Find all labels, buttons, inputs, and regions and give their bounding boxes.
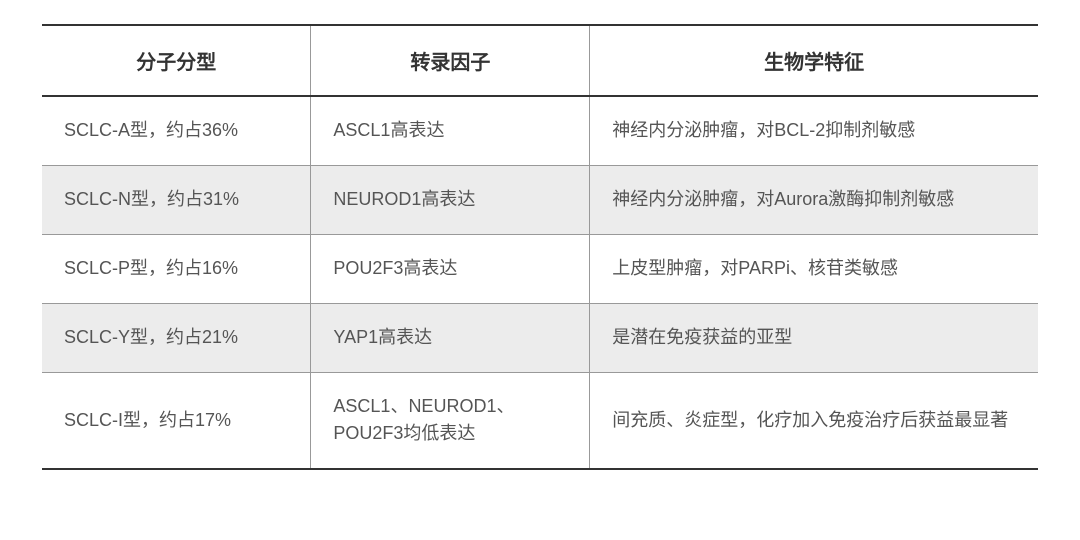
table-row: SCLC-I型，约占17% ASCL1、NEUROD1、POU2F3均低表达 间… bbox=[42, 372, 1038, 469]
table-row: SCLC-A型，约占36% ASCL1高表达 神经内分泌肿瘤，对BCL-2抑制剂… bbox=[42, 96, 1038, 165]
cell-factor: NEUROD1高表达 bbox=[311, 165, 590, 234]
cell-feature: 间充质、炎症型，化疗加入免疫治疗后获益最显著 bbox=[590, 372, 1038, 469]
cell-factor: YAP1高表达 bbox=[311, 303, 590, 372]
col-header-feature: 生物学特征 bbox=[590, 25, 1038, 96]
table-header-row: 分子分型 转录因子 生物学特征 bbox=[42, 25, 1038, 96]
cell-feature: 上皮型肿瘤，对PARPi、核苷类敏感 bbox=[590, 234, 1038, 303]
table-row: SCLC-Y型，约占21% YAP1高表达 是潜在免疫获益的亚型 bbox=[42, 303, 1038, 372]
cell-factor: POU2F3高表达 bbox=[311, 234, 590, 303]
cell-subtype: SCLC-N型，约占31% bbox=[42, 165, 311, 234]
table-row: SCLC-P型，约占16% POU2F3高表达 上皮型肿瘤，对PARPi、核苷类… bbox=[42, 234, 1038, 303]
cell-subtype: SCLC-I型，约占17% bbox=[42, 372, 311, 469]
col-header-subtype: 分子分型 bbox=[42, 25, 311, 96]
cell-factor: ASCL1高表达 bbox=[311, 96, 590, 165]
cell-feature: 神经内分泌肿瘤，对BCL-2抑制剂敏感 bbox=[590, 96, 1038, 165]
cell-subtype: SCLC-A型，约占36% bbox=[42, 96, 311, 165]
cell-subtype: SCLC-P型，约占16% bbox=[42, 234, 311, 303]
table-row: SCLC-N型，约占31% NEUROD1高表达 神经内分泌肿瘤，对Aurora… bbox=[42, 165, 1038, 234]
cell-factor: ASCL1、NEUROD1、POU2F3均低表达 bbox=[311, 372, 590, 469]
cell-feature: 神经内分泌肿瘤，对Aurora激酶抑制剂敏感 bbox=[590, 165, 1038, 234]
sclc-subtype-table: 分子分型 转录因子 生物学特征 SCLC-A型，约占36% ASCL1高表达 神… bbox=[42, 24, 1038, 470]
cell-subtype: SCLC-Y型，约占21% bbox=[42, 303, 311, 372]
col-header-factor: 转录因子 bbox=[311, 25, 590, 96]
cell-feature: 是潜在免疫获益的亚型 bbox=[590, 303, 1038, 372]
